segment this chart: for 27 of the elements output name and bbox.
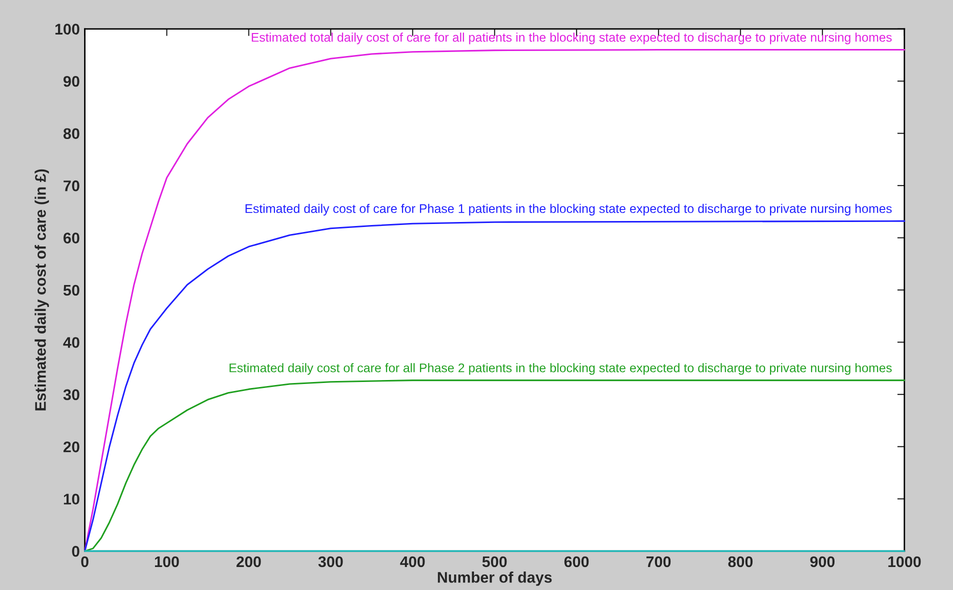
y-tick-label: 100: [55, 24, 80, 35]
y-axis-title: Estimated daily cost of care (in £): [34, 169, 49, 410]
series-label: Estimated daily cost of care for all Phase 2 patients in the blocking state expected to discharge to private nursing homes: [230, 363, 892, 375]
y-tick-label: 80: [63, 128, 80, 140]
y-tick-label: 30: [63, 389, 80, 400]
x-tick-label: 900: [810, 556, 835, 568]
y-tick-label: 70: [64, 180, 80, 192]
x-tick-label: 100: [154, 556, 179, 568]
series-label: Estimated daily cost of care for Phase 1 patients in the blocking state expected to discharge to private nursing homes: [246, 204, 892, 216]
x-tick-label: 300: [318, 556, 343, 568]
y-tick-label: 40: [63, 337, 80, 348]
y-tick-label: 50: [63, 284, 80, 296]
x-tick-label: 400: [400, 556, 425, 568]
x-tick-label: 600: [564, 556, 589, 568]
x-tick-label: 0: [81, 556, 88, 568]
x-tick-label: 1000: [888, 556, 921, 568]
y-tick-label: 90: [63, 76, 80, 87]
y-tick-label: 10: [64, 494, 80, 505]
y-tick-label: 0: [72, 546, 80, 557]
x-tick-label: 800: [728, 556, 753, 568]
x-axis-title: Number of days: [438, 572, 552, 586]
y-tick-label: 60: [64, 232, 80, 244]
y-tick-label: 20: [63, 442, 80, 452]
series-label: Estimated total daily cost of care for all patients in the blocking state expected to discharge to private nursing homes: [252, 32, 892, 44]
x-tick-label: 500: [482, 556, 507, 568]
x-tick-label: 200: [236, 556, 261, 568]
x-tick-label: 700: [646, 556, 671, 568]
